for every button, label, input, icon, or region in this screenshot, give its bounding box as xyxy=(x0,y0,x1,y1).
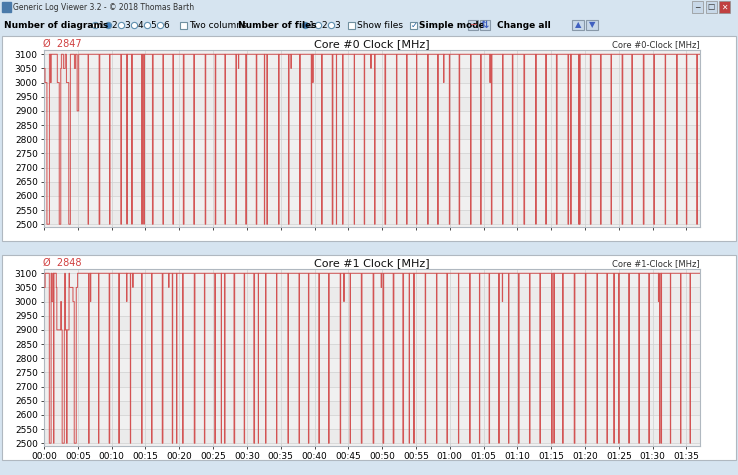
Text: ⇅: ⇅ xyxy=(481,20,489,30)
Bar xyxy=(44,344,700,358)
Text: Core #1-Clock [MHz]: Core #1-Clock [MHz] xyxy=(613,259,700,268)
Text: Ø  2848: Ø 2848 xyxy=(44,258,82,268)
Text: 1: 1 xyxy=(98,20,104,29)
Bar xyxy=(480,20,490,30)
Text: ─: ─ xyxy=(470,20,476,30)
Bar xyxy=(44,210,700,224)
Bar xyxy=(44,68,700,83)
Bar xyxy=(410,22,417,29)
Bar xyxy=(468,20,478,30)
Bar xyxy=(44,372,700,387)
Text: ▲: ▲ xyxy=(575,20,582,29)
Bar xyxy=(348,22,355,29)
Text: 2: 2 xyxy=(111,20,117,29)
Title: Core #0 Clock [MHz]: Core #0 Clock [MHz] xyxy=(314,39,430,49)
Title: Core #1 Clock [MHz]: Core #1 Clock [MHz] xyxy=(314,258,430,268)
Text: ✕: ✕ xyxy=(721,2,727,11)
Text: □: □ xyxy=(707,2,714,11)
Bar xyxy=(719,1,730,13)
Bar xyxy=(692,1,703,13)
Text: Change all: Change all xyxy=(497,20,551,29)
Bar xyxy=(2,2,11,12)
Text: ─: ─ xyxy=(695,2,700,11)
Text: Simple mode: Simple mode xyxy=(419,20,485,29)
Bar xyxy=(44,316,700,330)
Text: 1: 1 xyxy=(308,20,314,29)
Text: Number of diagrams: Number of diagrams xyxy=(4,20,108,29)
Text: Number of files: Number of files xyxy=(238,20,317,29)
Text: ✓: ✓ xyxy=(411,20,418,29)
Bar xyxy=(586,20,598,30)
Text: 3: 3 xyxy=(125,20,130,29)
Text: Two columns: Two columns xyxy=(189,20,246,29)
Bar xyxy=(44,287,700,302)
Bar xyxy=(44,429,700,443)
Bar xyxy=(44,97,700,111)
Text: 4: 4 xyxy=(137,20,143,29)
Bar xyxy=(44,401,700,415)
Bar xyxy=(180,22,187,29)
Bar xyxy=(706,1,717,13)
Text: 3: 3 xyxy=(334,20,340,29)
Text: 6: 6 xyxy=(164,20,169,29)
Bar xyxy=(44,182,700,196)
Text: Core #0-Clock [MHz]: Core #0-Clock [MHz] xyxy=(613,40,700,49)
Text: ▼: ▼ xyxy=(589,20,596,29)
Bar xyxy=(44,153,700,168)
Bar xyxy=(44,125,700,139)
Bar xyxy=(572,20,584,30)
Text: Generic Log Viewer 3.2 - © 2018 Thomas Barth: Generic Log Viewer 3.2 - © 2018 Thomas B… xyxy=(13,2,194,11)
Text: Ø  2847: Ø 2847 xyxy=(44,39,82,49)
Text: 2: 2 xyxy=(322,20,327,29)
Text: 5: 5 xyxy=(151,20,156,29)
Text: Show files: Show files xyxy=(357,20,403,29)
